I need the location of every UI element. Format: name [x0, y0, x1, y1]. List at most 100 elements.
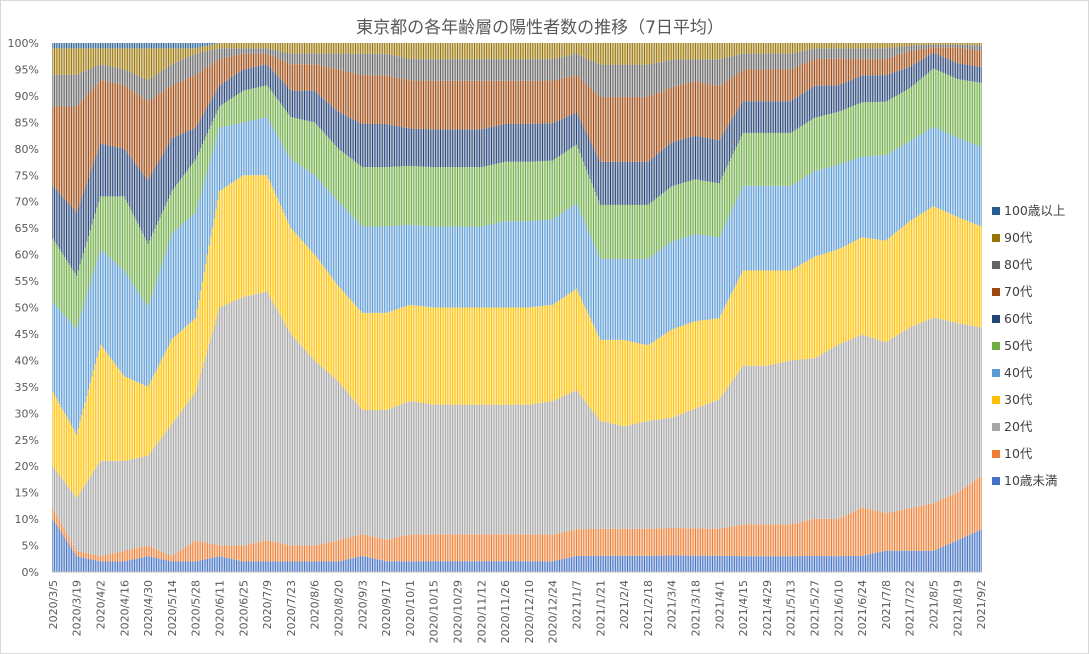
bar-segment	[814, 171, 816, 257]
bar-segment	[377, 167, 379, 227]
bar-segment	[579, 153, 581, 212]
bar-segment	[635, 258, 637, 343]
bar-segment	[873, 155, 875, 240]
bar-segment	[149, 177, 151, 241]
bar-segment	[132, 559, 134, 572]
bar-segment	[599, 43, 601, 65]
bar-segment	[343, 206, 345, 292]
bar-segment	[795, 43, 797, 53]
bar-segment	[186, 43, 188, 49]
bar-segment	[77, 48, 79, 74]
bar-segment	[344, 538, 346, 560]
bar-segment	[276, 58, 278, 76]
bar-segment	[569, 207, 571, 294]
bar-segment	[793, 52, 795, 68]
bar-segment	[456, 129, 458, 168]
bar-segment	[59, 529, 61, 572]
bar-segment	[730, 555, 732, 572]
bar-segment	[310, 545, 312, 562]
bar-segment	[776, 270, 778, 364]
bar-segment	[776, 101, 778, 133]
bar-segment	[538, 59, 540, 81]
bar-segment	[358, 556, 360, 572]
bar-segment	[671, 186, 673, 242]
bar-segment	[747, 101, 749, 133]
bar-segment	[120, 84, 122, 149]
bar-segment	[608, 555, 610, 572]
bar-segment	[412, 128, 414, 167]
bar-segment	[120, 561, 122, 572]
bar-segment	[623, 258, 625, 340]
bar-segment	[319, 261, 321, 365]
bar-segment	[116, 67, 118, 84]
bar-segment	[776, 363, 778, 525]
bar-segment	[380, 53, 382, 76]
bar-segment	[310, 53, 312, 65]
bar-segment	[781, 43, 783, 54]
bar-segment	[383, 560, 385, 572]
bar-segment	[831, 48, 833, 59]
bar-segment	[766, 43, 768, 54]
bar-segment	[412, 43, 414, 60]
bar-segment	[627, 204, 629, 259]
bar-segment	[667, 145, 669, 189]
bar-segment	[62, 43, 64, 49]
bar-segment	[412, 80, 414, 129]
bar-segment	[106, 353, 108, 461]
bar-segment	[101, 555, 103, 562]
bar-segment	[288, 156, 290, 225]
bar-segment	[555, 533, 557, 561]
bar-segment	[394, 561, 396, 572]
bar-segment	[875, 338, 877, 511]
bar-segment	[133, 216, 135, 287]
bar-segment	[467, 226, 469, 308]
bar-segment	[499, 534, 501, 562]
bar-segment	[661, 248, 663, 337]
bar-segment	[74, 210, 76, 274]
bar-segment	[586, 529, 588, 556]
bar-segment	[465, 129, 467, 168]
bar-segment	[807, 122, 809, 176]
bar-segment	[630, 161, 632, 205]
bar-segment	[849, 80, 851, 108]
bar-segment	[479, 561, 481, 572]
bar-segment	[560, 119, 562, 155]
bar-segment	[451, 307, 453, 405]
bar-segment	[786, 53, 788, 70]
bar-segment	[385, 410, 387, 540]
bar-segment	[329, 43, 331, 54]
bar-segment	[370, 536, 372, 558]
bar-segment	[467, 59, 469, 81]
bar-segment	[477, 43, 479, 60]
bar-segment	[756, 185, 758, 271]
bar-segment	[577, 529, 579, 556]
bar-segment	[181, 177, 183, 225]
bar-segment	[422, 43, 424, 60]
bar-segment	[817, 555, 819, 572]
bar-segment	[672, 527, 674, 556]
bar-segment	[780, 270, 782, 363]
bar-segment	[540, 123, 542, 162]
bar-segment	[778, 69, 780, 102]
bar-segment	[876, 239, 878, 340]
bar-segment	[759, 524, 761, 557]
bar-segment	[797, 96, 799, 129]
bar-segment	[93, 87, 95, 164]
bar-segment	[501, 59, 503, 81]
bar-segment	[237, 48, 239, 55]
bar-segment	[565, 210, 567, 296]
bar-segment	[497, 59, 499, 81]
bar-segment	[484, 307, 486, 405]
bar-segment	[54, 106, 56, 188]
bar-segment	[67, 419, 69, 487]
bar-segment	[795, 67, 797, 98]
bar-segment	[824, 518, 826, 557]
bar-segment	[603, 339, 605, 422]
bar-segment	[808, 121, 810, 175]
bar-segment	[200, 194, 202, 291]
bar-segment	[191, 163, 193, 216]
bar-segment	[269, 561, 271, 572]
bar-segment	[757, 101, 759, 133]
bar-segment	[230, 48, 232, 57]
bar-segment	[700, 180, 702, 235]
